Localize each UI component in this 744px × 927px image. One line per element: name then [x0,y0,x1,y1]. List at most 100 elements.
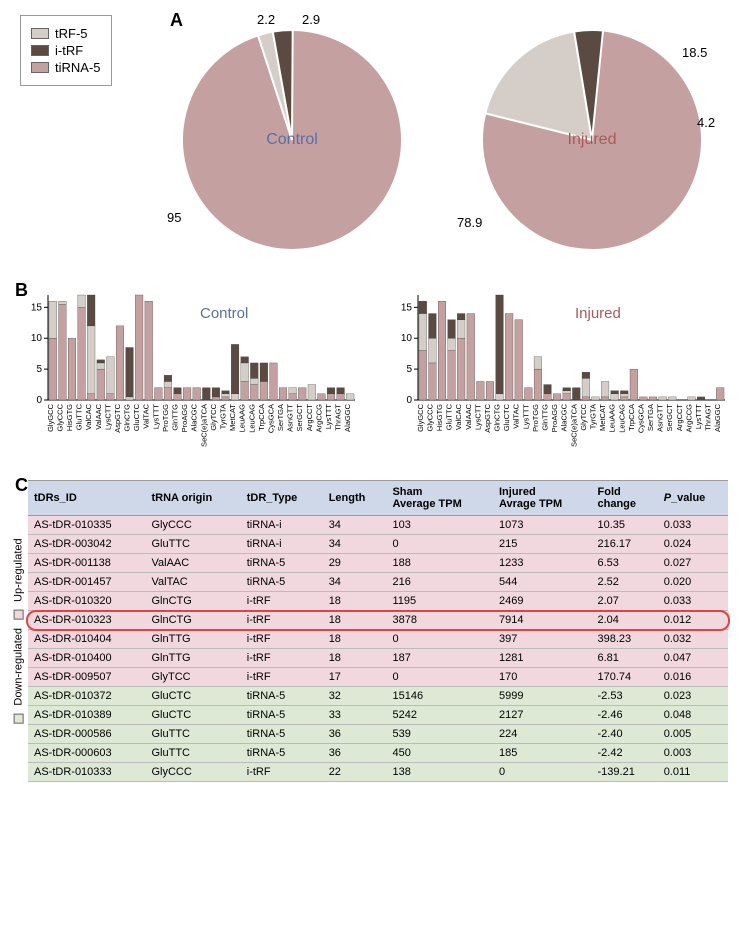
table-cell: 224 [493,725,592,744]
table-cell: tiRNA-5 [241,725,323,744]
svg-text:GlnTTG: GlnTTG [541,404,550,431]
svg-text:GlyGCC: GlyGCC [416,403,425,432]
table-cell: i-tRF [241,763,323,782]
svg-text:TrpCCA: TrpCCA [627,404,636,431]
legend-item: i-tRF [31,43,101,58]
table-cell: 2.52 [592,573,658,592]
svg-text:AlaCGC: AlaCGC [560,403,569,431]
table-cell: tiRNA-5 [241,744,323,763]
table-cell: tiRNA-5 [241,687,323,706]
table-cell: GlnCTG [145,592,240,611]
panel-c: C Down-regulatedUp-regulated tDRs_IDtRNA… [10,480,734,782]
table-cell: -2.46 [592,706,658,725]
table-cell: AS-tDR-000586 [28,725,145,744]
table-cell: 10.35 [592,516,658,535]
svg-text:LysTTT: LysTTT [151,404,160,430]
table-row: AS-tDR-010400GlnTTGi-tRF1818712816.810.0… [28,649,728,668]
svg-text:GlnCTG: GlnCTG [493,404,502,432]
table-cell: 170 [493,668,592,687]
table-cell: 215 [493,535,592,554]
svg-text:GluCTC: GluCTC [132,403,141,431]
table-cell: 18 [323,649,387,668]
table-row: AS-tDR-001138ValAACtiRNA-52918812336.530… [28,554,728,573]
table-cell: 32 [323,687,387,706]
table-cell: 34 [323,535,387,554]
table-header: Length [323,481,387,516]
table-row: AS-tDR-003042GluTTCtiRNA-i340215216.170.… [28,535,728,554]
svg-text:AspGTC: AspGTC [113,403,122,432]
svg-text:TrpCCA: TrpCCA [257,404,266,431]
table-cell: tiRNA-i [241,535,323,554]
table-cell: ValTAC [145,573,240,592]
table-cell: 1073 [493,516,592,535]
table-cell: 0.023 [658,687,728,706]
table-cell: 7914 [493,611,592,630]
table-cell: GluTTC [145,744,240,763]
table-cell: ValAAC [145,554,240,573]
table-cell: 0.012 [658,611,728,630]
pie-title: Control [266,131,318,149]
pie-chart: Control2.22.995 [172,20,412,260]
table-cell: 5999 [493,687,592,706]
table-cell: AS-tDR-010323 [28,611,145,630]
svg-text:AlaGGC: AlaGGC [343,403,352,432]
svg-text:HisGTG: HisGTG [65,404,74,431]
svg-text:ProTGG: ProTGG [161,404,170,432]
table-cell: i-tRF [241,668,323,687]
table-cell: 29 [323,554,387,573]
table-row: AS-tDR-001457ValTACtiRNA-5342165442.520.… [28,573,728,592]
svg-text:GlyTCC: GlyTCC [579,403,588,430]
table-cell: 539 [386,725,493,744]
trna-table: tDRs_IDtRNA origintDR_TypeLengthShamAver… [28,480,728,782]
svg-text:ThrAGT: ThrAGT [334,404,343,431]
svg-text:LysCTT: LysCTT [473,404,482,430]
svg-text:ValCAC: ValCAC [454,403,463,430]
table-cell: tiRNA-5 [241,706,323,725]
table-cell: 17 [323,668,387,687]
pie-title: Injured [568,131,617,149]
table-cell: tiRNA-5 [241,573,323,592]
table-cell: 0.005 [658,725,728,744]
svg-text:ArgCCG: ArgCCG [684,404,693,433]
table-cell: 36 [323,744,387,763]
legend-item: tiRNA-5 [31,60,101,75]
table-cell: 18 [323,630,387,649]
table-cell: tiRNA-5 [241,554,323,573]
pie-slice-label: 95 [167,210,181,225]
svg-text:GlyCCC: GlyCCC [55,403,64,431]
svg-text:ValCAC: ValCAC [84,403,93,430]
svg-text:5: 5 [406,364,412,375]
svg-text:15: 15 [401,302,413,313]
table-cell: i-tRF [241,649,323,668]
table-cell: 2.07 [592,592,658,611]
svg-text:ValTAC: ValTAC [512,403,521,428]
table-cell: 0 [386,668,493,687]
table-cell: 33 [323,706,387,725]
table-cell: 0.020 [658,573,728,592]
table-row: AS-tDR-010323GlnCTGi-tRF18387879142.040.… [28,611,728,630]
svg-text:GluCTC: GluCTC [502,403,511,431]
svg-text:10: 10 [31,333,43,344]
bar-chart: 051015GlyGCCGlyCCCHisGTGGluTTCValCACValA… [390,290,730,455]
svg-text:ProAGG: ProAGG [180,404,189,433]
barchart-title: Injured [575,305,621,322]
table-header: tRNA origin [145,481,240,516]
panel-b: B 051015GlyGCCGlyCCCHisGTGGluTTCValCACVa… [10,285,734,465]
table-cell: 0.016 [658,668,728,687]
svg-text:ArgCCT: ArgCCT [305,404,314,432]
table-cell: i-tRF [241,592,323,611]
svg-text:SeC(e)aTCA: SeC(e)aTCA [569,404,578,447]
table-cell: 22 [323,763,387,782]
svg-text:10: 10 [401,333,413,344]
svg-text:AspGTC: AspGTC [483,403,492,432]
svg-text:GluTTC: GluTTC [75,403,84,430]
table-row: AS-tDR-010333GlyCCCi-tRF221380-139.210.0… [28,763,728,782]
table-row: AS-tDR-009507GlyTCCi-tRF170170170.740.01… [28,668,728,687]
panel-a: A tRF-5i-tRFtiRNA-5 Control2.22.995Injur… [10,10,734,270]
table-row: AS-tDR-000603GluTTCtiRNA-536450185-2.420… [28,744,728,763]
table-cell: AS-tDR-010400 [28,649,145,668]
svg-text:GlnTTG: GlnTTG [171,404,180,431]
up-label: Up-regulated [13,538,25,602]
svg-text:LysCTT: LysCTT [103,404,112,430]
table-row: AS-tDR-010404GlnTTGi-tRF180397398.230.03… [28,630,728,649]
